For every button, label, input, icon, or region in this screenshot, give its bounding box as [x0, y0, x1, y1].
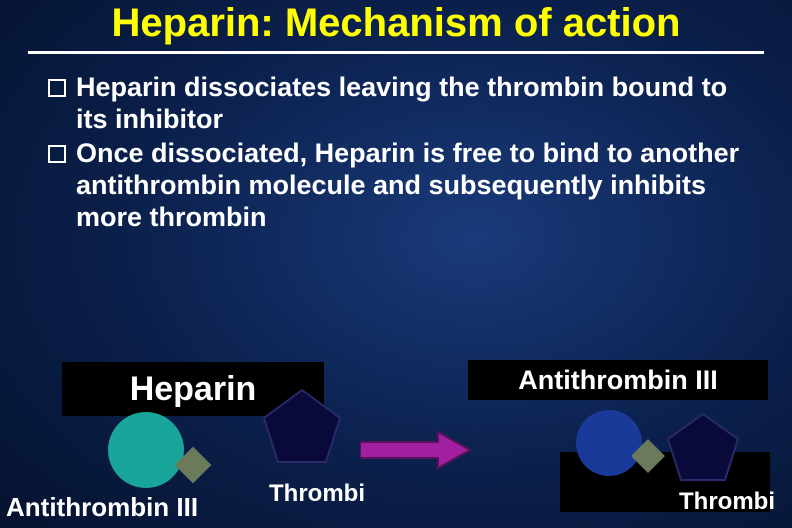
antithrombin-label-right: Antithrombin III	[518, 365, 717, 396]
thrombin-label-right: Thrombi	[672, 490, 782, 514]
antithrombin-label-left: Antithrombin III	[6, 492, 198, 523]
thrombin-label-left: Thrombi	[262, 482, 372, 506]
antithrombin-circle-left	[108, 412, 184, 488]
thrombin-pentagon-left	[262, 388, 342, 464]
antithrombin-box-right: Antithrombin III	[468, 360, 768, 400]
antithrombin-circle-right	[576, 410, 642, 476]
diagram-stage: Heparin Antithrombin III Thrombi Antithr…	[0, 0, 792, 528]
heparin-label: Heparin	[130, 370, 257, 409]
thrombin-pentagon-right	[666, 412, 740, 482]
reaction-arrow-icon	[360, 430, 470, 470]
